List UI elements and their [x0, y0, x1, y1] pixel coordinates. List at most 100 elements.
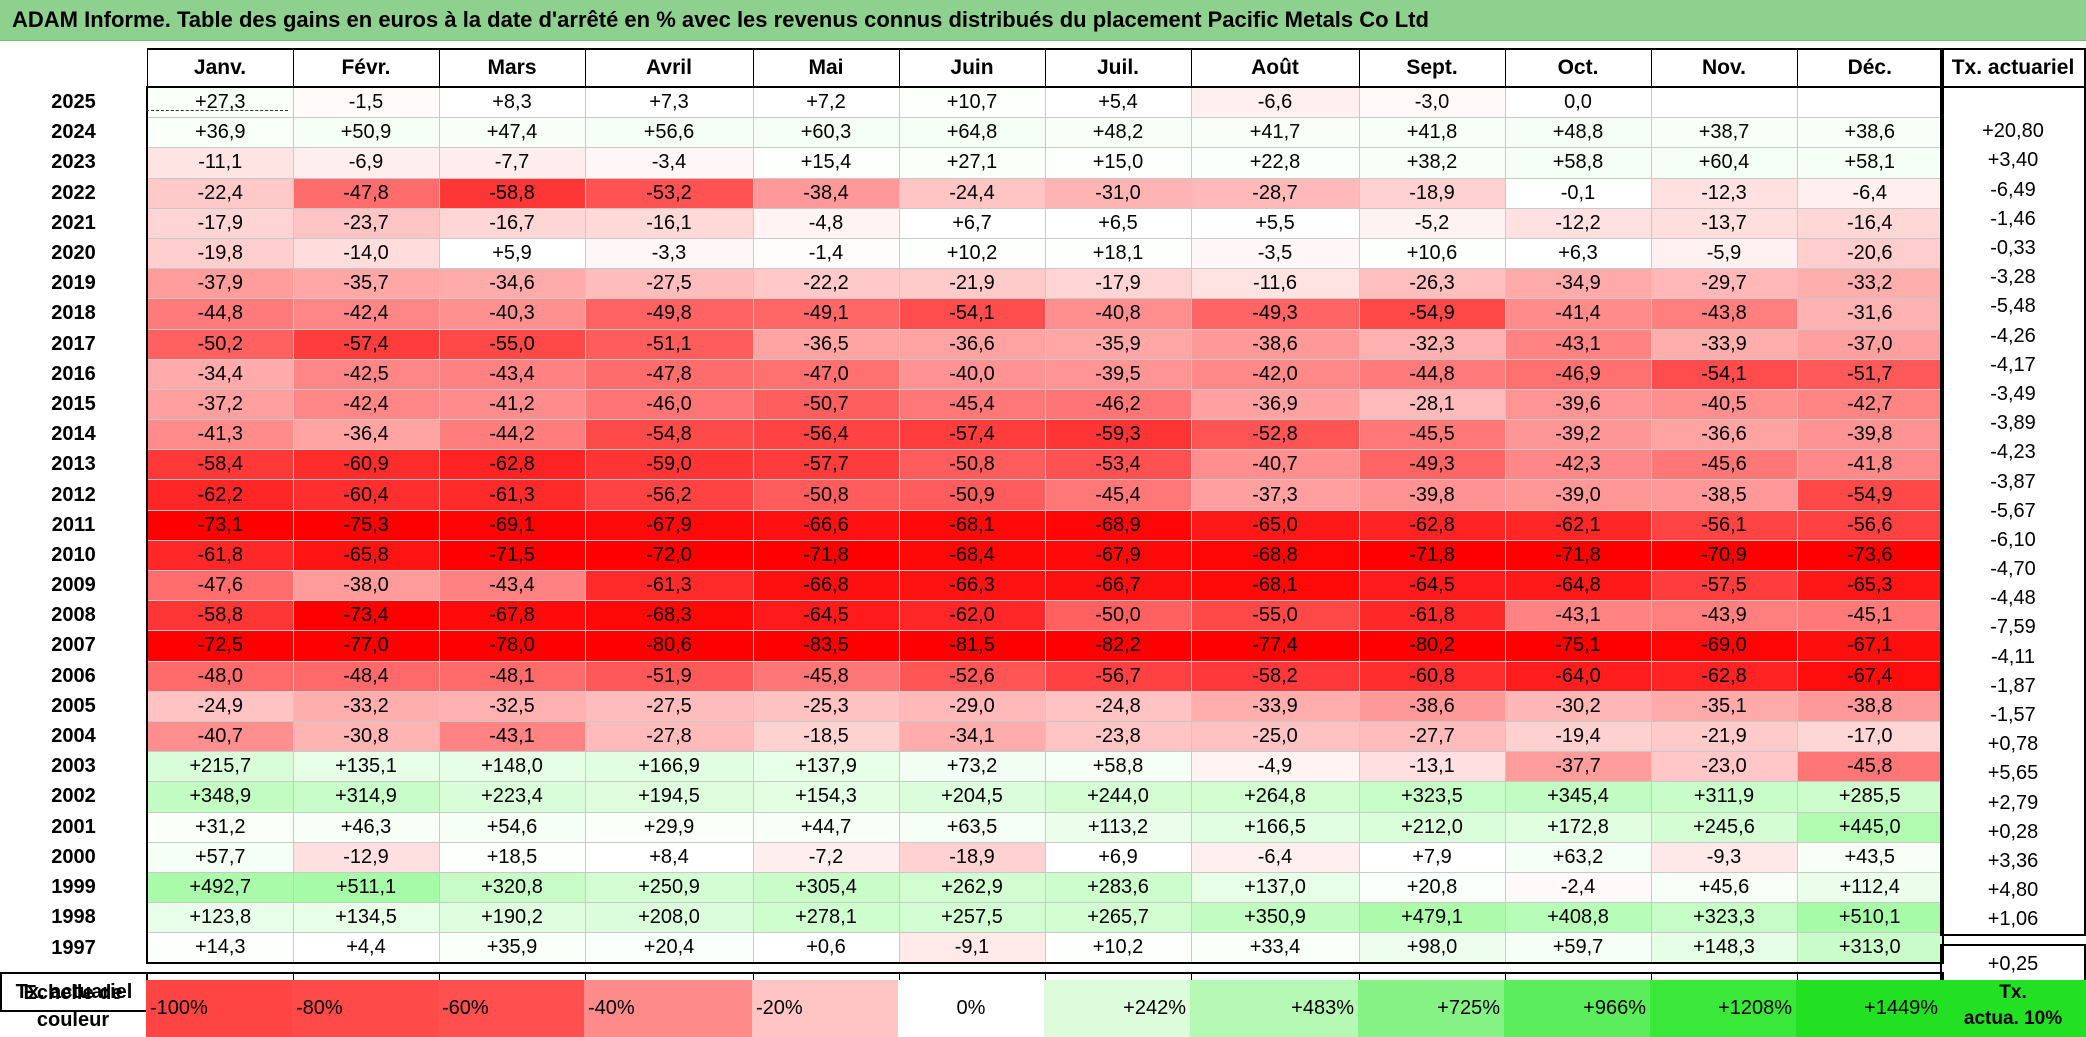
- table-cell[interactable]: -41,3: [146, 419, 293, 450]
- table-cell[interactable]: +20,8: [1358, 871, 1505, 903]
- rate-cell[interactable]: +5,65: [1940, 759, 2086, 789]
- table-cell[interactable]: +63,2: [1504, 841, 1651, 873]
- table-cell[interactable]: +15,0: [1044, 147, 1191, 179]
- table-cell[interactable]: +50,9: [292, 117, 439, 148]
- rate-cell[interactable]: [1940, 87, 2086, 118]
- table-cell[interactable]: -65,8: [292, 539, 439, 571]
- table-cell[interactable]: +244,0: [1044, 781, 1191, 812]
- table-cell[interactable]: +27,1: [898, 147, 1045, 179]
- table-cell[interactable]: +250,9: [584, 871, 753, 903]
- table-cell[interactable]: +73,2: [898, 751, 1045, 782]
- table-cell[interactable]: -6,9: [292, 147, 439, 179]
- table-cell[interactable]: -60,4: [292, 479, 439, 511]
- table-cell[interactable]: -58,8: [438, 177, 585, 209]
- table-cell[interactable]: -71,8: [1358, 539, 1505, 571]
- table-cell[interactable]: -47,0: [752, 358, 899, 390]
- table-cell[interactable]: -28,1: [1358, 388, 1505, 420]
- table-cell[interactable]: -1,4: [752, 237, 899, 269]
- table-cell[interactable]: -40,7: [146, 720, 293, 752]
- rate-cell[interactable]: -3,28: [1940, 263, 2086, 293]
- table-cell[interactable]: -18,9: [898, 841, 1045, 873]
- table-cell[interactable]: -77,0: [292, 630, 439, 662]
- table-cell[interactable]: -43,9: [1650, 600, 1797, 631]
- table-cell[interactable]: +7,2: [752, 86, 899, 118]
- table-cell[interactable]: -45,1: [1796, 600, 1944, 631]
- table-cell[interactable]: -56,6: [1796, 509, 1944, 541]
- table-cell[interactable]: +148,0: [438, 751, 585, 782]
- table-cell[interactable]: +262,9: [898, 871, 1045, 903]
- table-cell[interactable]: -21,9: [898, 268, 1045, 299]
- table-cell[interactable]: +208,0: [584, 902, 753, 933]
- table-cell[interactable]: -36,6: [898, 328, 1045, 360]
- table-cell[interactable]: -27,7: [1358, 720, 1505, 752]
- table-cell[interactable]: -48,4: [292, 660, 439, 692]
- rate-cell[interactable]: -3,87: [1940, 467, 2086, 497]
- table-cell[interactable]: +194,5: [584, 781, 753, 812]
- table-cell[interactable]: -36,4: [292, 419, 439, 450]
- table-cell[interactable]: -6,4: [1190, 841, 1359, 873]
- table-cell[interactable]: -58,2: [1190, 660, 1359, 692]
- table-cell[interactable]: +60,3: [752, 117, 899, 148]
- table-cell[interactable]: -57,4: [898, 419, 1045, 450]
- table-cell[interactable]: +20,4: [584, 932, 753, 965]
- table-cell[interactable]: -4,9: [1190, 751, 1359, 782]
- rate-cell[interactable]: -6,49: [1940, 175, 2086, 205]
- table-cell[interactable]: -41,4: [1504, 298, 1651, 329]
- table-cell[interactable]: -67,9: [1044, 539, 1191, 571]
- table-cell[interactable]: -50,8: [752, 479, 899, 511]
- table-cell[interactable]: -60,8: [1358, 660, 1505, 692]
- footer-rate-cell[interactable]: +0,25: [1940, 944, 2086, 985]
- table-cell[interactable]: +6,5: [1044, 207, 1191, 239]
- table-cell[interactable]: -37,7: [1504, 751, 1651, 782]
- table-cell[interactable]: -34,6: [438, 268, 585, 299]
- table-cell[interactable]: -27,5: [584, 690, 753, 722]
- table-cell[interactable]: -77,4: [1190, 630, 1359, 662]
- table-cell[interactable]: -47,6: [146, 569, 293, 601]
- table-cell[interactable]: -16,4: [1796, 207, 1944, 239]
- table-cell[interactable]: -54,9: [1358, 298, 1505, 329]
- table-cell[interactable]: -48,0: [146, 660, 293, 692]
- table-cell[interactable]: -1,5: [292, 86, 439, 118]
- table-cell[interactable]: -37,0: [1796, 328, 1944, 360]
- table-cell[interactable]: -56,7: [1044, 660, 1191, 692]
- table-cell[interactable]: -73,1: [146, 509, 293, 541]
- table-cell[interactable]: -33,9: [1650, 328, 1797, 360]
- table-cell[interactable]: +31,2: [146, 811, 293, 843]
- table-cell[interactable]: -19,8: [146, 237, 293, 269]
- table-cell[interactable]: -2,4: [1504, 871, 1651, 903]
- rate-cell[interactable]: -1,57: [1940, 700, 2086, 731]
- table-cell[interactable]: -33,2: [292, 690, 439, 722]
- table-cell[interactable]: -66,3: [898, 569, 1045, 601]
- table-cell[interactable]: -5,9: [1650, 237, 1797, 269]
- table-cell[interactable]: +38,2: [1358, 147, 1505, 179]
- table-cell[interactable]: -81,5: [898, 630, 1045, 662]
- table-cell[interactable]: -40,5: [1650, 388, 1797, 420]
- table-cell[interactable]: -45,4: [1044, 479, 1191, 511]
- table-cell[interactable]: -43,1: [1504, 328, 1651, 360]
- table-cell[interactable]: -17,0: [1796, 720, 1944, 752]
- table-cell[interactable]: -58,4: [146, 449, 293, 480]
- table-cell[interactable]: -68,1: [1190, 569, 1359, 601]
- table-cell[interactable]: -62,0: [898, 600, 1045, 631]
- table-cell[interactable]: -52,6: [898, 660, 1045, 692]
- table-cell[interactable]: -29,7: [1650, 268, 1797, 299]
- table-cell[interactable]: +215,7: [146, 751, 293, 782]
- rate-cell[interactable]: -0,33: [1940, 233, 2086, 264]
- rate-cell[interactable]: +0,78: [1940, 730, 2086, 760]
- table-cell[interactable]: -67,1: [1796, 630, 1944, 662]
- table-cell[interactable]: +6,9: [1044, 841, 1191, 873]
- table-cell[interactable]: -42,4: [292, 298, 439, 329]
- table-cell[interactable]: -75,1: [1504, 630, 1651, 662]
- table-cell[interactable]: -64,8: [1504, 569, 1651, 601]
- table-cell[interactable]: +8,3: [438, 86, 585, 118]
- table-cell[interactable]: -45,8: [752, 660, 899, 692]
- table-cell[interactable]: -13,7: [1650, 207, 1797, 239]
- table-cell[interactable]: +445,0: [1796, 811, 1944, 843]
- table-cell[interactable]: -34,1: [898, 720, 1045, 752]
- table-cell[interactable]: +323,3: [1650, 902, 1797, 933]
- table-cell[interactable]: +7,3: [584, 86, 753, 118]
- table-cell[interactable]: -62,8: [1358, 509, 1505, 541]
- table-cell[interactable]: -32,3: [1358, 328, 1505, 360]
- table-cell[interactable]: +10,2: [1044, 932, 1191, 965]
- table-cell[interactable]: -23,7: [292, 207, 439, 239]
